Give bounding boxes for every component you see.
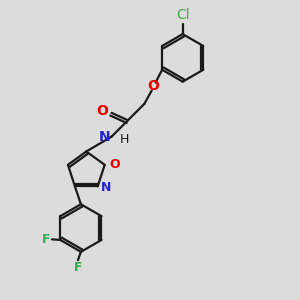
Text: O: O: [97, 104, 109, 118]
Text: O: O: [147, 79, 159, 93]
Text: F: F: [74, 261, 83, 274]
Text: F: F: [42, 233, 51, 246]
Text: N: N: [98, 130, 110, 144]
Text: H: H: [120, 133, 129, 146]
Text: Cl: Cl: [176, 8, 190, 22]
Text: O: O: [109, 158, 120, 171]
Text: N: N: [101, 182, 112, 194]
